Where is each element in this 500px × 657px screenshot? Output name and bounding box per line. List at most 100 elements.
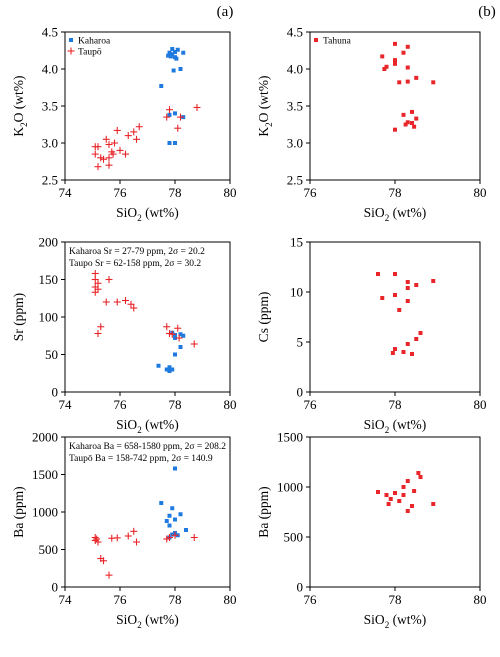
- y-tick-label: 1000: [277, 480, 303, 495]
- data-point: [376, 272, 380, 276]
- data-point: [412, 489, 417, 493]
- data-point: [401, 350, 406, 354]
- chart-a2: 74 76 78 80 0 50 100 150 200 SiO2 (wt%) Sr (ppm) Ka…: [11, 235, 237, 436]
- data-point: [130, 304, 138, 312]
- annotation-text: Kaharoa Sr = 27-79 ppm, 2σ = 20.2: [69, 247, 205, 257]
- data-point: [94, 143, 102, 151]
- data-point: [94, 330, 102, 337]
- data-point: [401, 112, 406, 117]
- y-tick-label: 1500: [277, 430, 303, 445]
- data-point: [122, 297, 129, 304]
- data-point: [386, 502, 391, 506]
- data-point: [405, 286, 410, 290]
- y-tick-label: 10: [290, 285, 303, 300]
- data-point: [170, 506, 175, 511]
- data-point: [167, 523, 172, 528]
- data-point: [405, 479, 410, 483]
- data-point: [173, 49, 177, 54]
- data-point: [133, 135, 140, 143]
- plot-frame: [309, 436, 481, 588]
- data-point: [393, 491, 397, 495]
- y-tick-label: 2.5: [42, 173, 58, 188]
- data-point: [130, 527, 138, 535]
- data-point: [403, 122, 408, 127]
- data-point: [174, 324, 182, 332]
- data-point: [181, 333, 186, 338]
- x-tick-label: 78: [169, 185, 182, 200]
- data-point: [184, 528, 188, 532]
- data-point: [405, 44, 410, 49]
- x-tick-label: 78: [389, 592, 402, 607]
- data-point: [410, 352, 414, 356]
- x-tick-label: 76: [114, 397, 128, 412]
- data-point: [105, 276, 113, 283]
- data-point: [122, 150, 129, 158]
- data-point: [418, 475, 423, 479]
- x-tick-label: 74: [59, 397, 73, 412]
- series-kaharoa: [156, 330, 186, 373]
- data-point: [397, 308, 402, 312]
- data-point: [171, 531, 179, 539]
- data-point: [173, 336, 177, 340]
- x-tick-label: 80: [474, 397, 487, 412]
- data-point: [91, 150, 99, 158]
- data-point: [190, 534, 198, 541]
- data-point: [105, 154, 113, 162]
- data-point: [405, 120, 410, 125]
- series-kaharoa: [159, 47, 186, 145]
- panel-label-b: (b): [478, 4, 496, 20]
- y-tick-label: 100: [39, 310, 59, 325]
- data-point: [109, 150, 117, 158]
- x-tick-label: 76: [304, 397, 318, 412]
- legend-label: Kaharoa: [78, 37, 111, 47]
- legend-label: Tahuna: [323, 37, 352, 47]
- data-point: [102, 135, 110, 143]
- data-point: [91, 288, 99, 296]
- data-point: [173, 111, 177, 116]
- data-point: [418, 331, 423, 335]
- y-tick-label: 3.0: [287, 136, 303, 151]
- data-point: [156, 363, 161, 368]
- data-point: [173, 466, 177, 471]
- chart-a1: 74 76 78 80 2.5 3.0 3.5 4.0 4.5 SiO2 (wt%) K2O (wt…: [11, 25, 237, 224]
- data-point: [405, 79, 410, 84]
- y-tick-label: 3.5: [287, 99, 303, 114]
- data-point: [166, 534, 173, 541]
- data-point: [405, 280, 410, 284]
- data-point: [393, 347, 397, 351]
- data-point: [431, 502, 436, 506]
- data-point: [168, 54, 173, 59]
- data-point: [388, 497, 393, 501]
- x-tick-label: 80: [474, 592, 487, 607]
- x-tick-label: 78: [389, 397, 402, 412]
- x-tick-label: 76: [114, 185, 128, 200]
- y-tick-label: 4.0: [42, 62, 58, 77]
- data-point: [102, 298, 110, 306]
- x-tick-label: 80: [224, 592, 237, 607]
- data-point: [124, 532, 132, 540]
- data-point: [105, 161, 113, 169]
- y-tick-label: 2000: [32, 430, 58, 445]
- data-point: [167, 513, 172, 518]
- data-point: [405, 65, 410, 70]
- data-point: [100, 155, 107, 163]
- data-point: [163, 113, 171, 121]
- data-point: [111, 139, 118, 147]
- plot-frame: [309, 241, 481, 393]
- data-point: [401, 485, 406, 489]
- data-point: [178, 67, 183, 71]
- data-point: [113, 126, 121, 134]
- annotation-text: Taupo Sr = 62-158 ppm, 2σ = 30.2: [69, 259, 201, 269]
- data-point: [164, 367, 169, 372]
- data-point: [170, 532, 175, 537]
- data-point: [159, 84, 164, 89]
- data-point: [175, 47, 180, 52]
- y-tick-label: 3.0: [42, 136, 58, 151]
- y-tick-label: 1000: [32, 505, 58, 520]
- data-point: [175, 334, 183, 342]
- data-point: [168, 330, 176, 338]
- data-point: [159, 501, 164, 505]
- data-point: [167, 369, 172, 373]
- y-tick-label: 4.5: [42, 25, 58, 40]
